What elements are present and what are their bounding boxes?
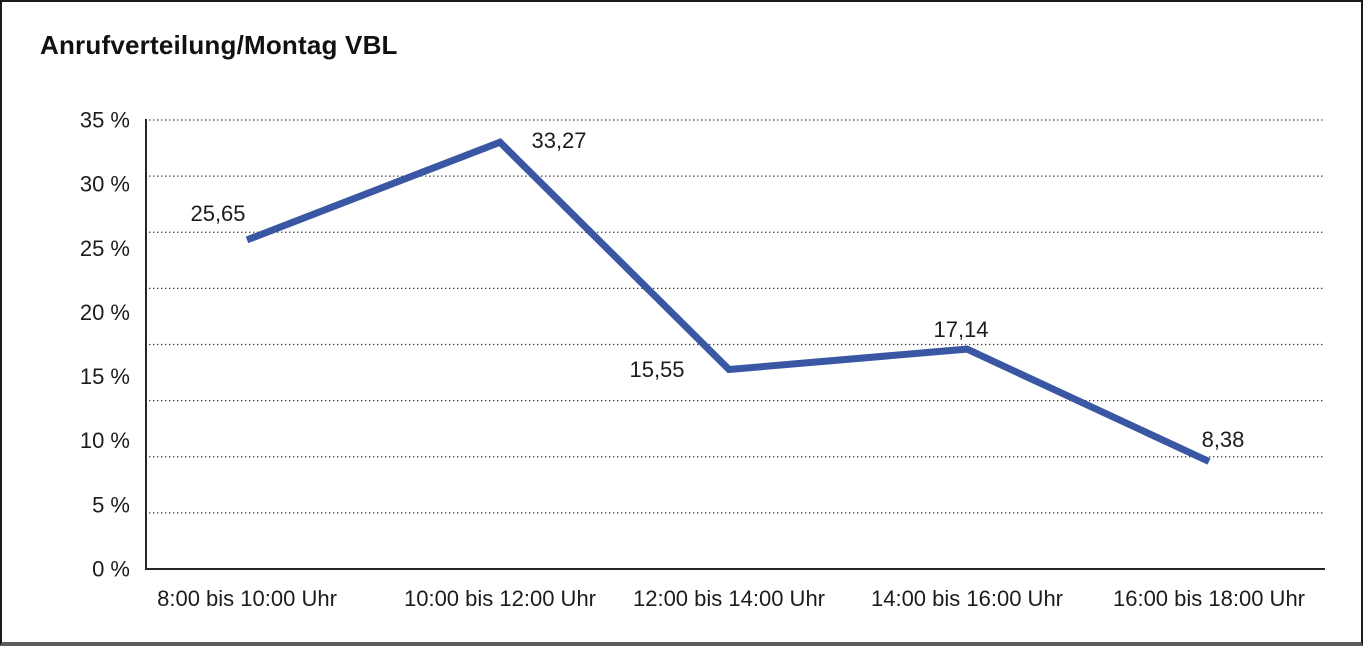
y-tick-label: 30 % [80, 172, 130, 197]
x-tick-label: 8:00 bis 10:00 Uhr [157, 586, 337, 611]
data-point-label: 15,55 [629, 357, 684, 382]
data-point-label: 25,65 [190, 201, 245, 226]
y-tick-label: 35 % [80, 108, 130, 133]
y-tick-label: 10 % [80, 428, 130, 453]
y-tick-label: 5 % [92, 492, 130, 517]
x-tick-label: 10:00 bis 12:00 Uhr [404, 586, 596, 611]
x-tick-label: 12:00 bis 14:00 Uhr [633, 586, 825, 611]
chart-title: Anrufverteilung/Montag VBL [40, 30, 398, 60]
y-tick-label: 25 % [80, 236, 130, 261]
y-tick-label: 15 % [80, 364, 130, 389]
x-tick-label: 16:00 bis 18:00 Uhr [1113, 586, 1305, 611]
data-point-label: 8,38 [1202, 427, 1245, 452]
y-tick-label: 20 % [80, 300, 130, 325]
y-tick-label: 0 % [92, 557, 130, 582]
x-tick-label: 14:00 bis 16:00 Uhr [871, 586, 1063, 611]
data-series-line [245, 138, 1211, 465]
data-point-label: 33,27 [531, 128, 586, 153]
data-point-label: 17,14 [933, 317, 988, 342]
